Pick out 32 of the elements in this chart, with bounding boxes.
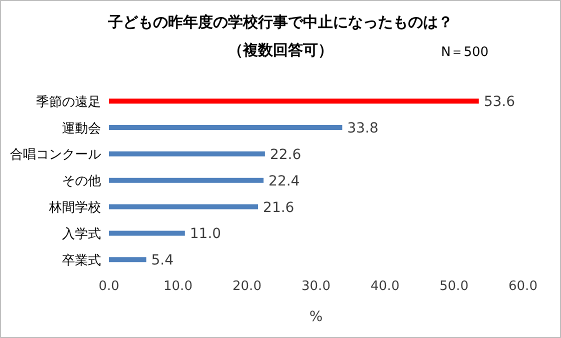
text: N＝500 [441,44,489,61]
bar [109,230,185,236]
data-label: 33.8 [347,120,378,136]
x-tick-label: 30.0 [302,279,330,294]
y-tick-label: 季節の遠足 [36,94,101,110]
chart-title: 子どもの昨年度の学校行事で中止になったものは？ [107,13,454,32]
y-tick-label: その他 [62,174,101,190]
y-tick-label: 運動会 [62,121,101,136]
y-tick-label: 合唱コンクール [10,148,101,163]
x-tick-label: 0.0 [98,279,120,294]
bar [109,125,342,130]
data-label: 11.0 [190,226,222,242]
bar [109,151,265,156]
bar [109,178,264,183]
y-tick-label: 入学式 [62,226,101,242]
x-tick-label: 20.0 [232,279,262,294]
y-tick-label: 林間学校 [48,200,101,216]
bar [109,204,258,210]
x-tick-label: 60.0 [508,279,538,294]
data-label: 5.4 [151,252,174,269]
bar [109,98,479,104]
data-label: 53.6 [484,94,516,110]
data-label: 22.4 [268,173,300,190]
y-tick-label: 卒業式 [62,253,101,268]
data-label: 22.6 [270,146,302,163]
x-axis-title: % [309,309,323,325]
x-tick-label: 50.0 [440,279,468,294]
chart-subtitle: （複数回答可） [228,41,333,59]
bar [109,257,146,262]
x-tick-label: 40.0 [370,279,400,294]
data-label: 21.6 [263,200,294,216]
x-tick-label: 10.0 [164,279,192,294]
